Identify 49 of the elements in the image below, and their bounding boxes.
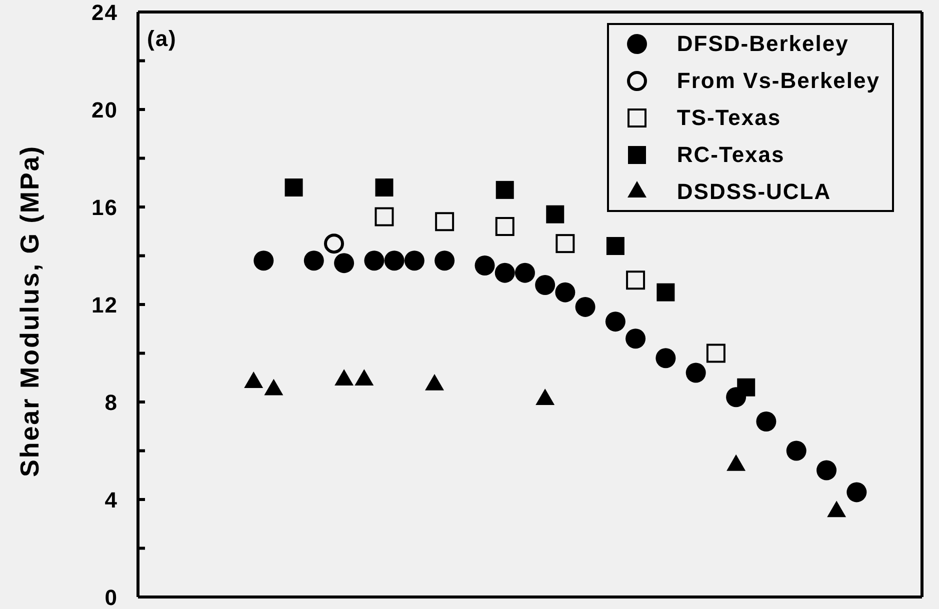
y-tick-label: 16 (92, 194, 118, 220)
point (656, 283, 675, 302)
point (494, 262, 515, 283)
y-tick-label: 12 (92, 292, 118, 318)
point (575, 296, 596, 317)
point (756, 412, 776, 432)
point (434, 250, 455, 271)
legend-label: From Vs-Berkeley (676, 68, 880, 94)
point (555, 282, 576, 302)
point (606, 237, 624, 255)
point (535, 275, 556, 295)
point (546, 205, 564, 224)
y-tick-label: 24 (92, 0, 118, 25)
point (626, 270, 646, 290)
point (496, 180, 514, 199)
y-tick-label: 20 (92, 97, 118, 122)
y-tick-label: 8 (104, 390, 118, 415)
point (656, 348, 676, 368)
point (846, 482, 867, 502)
point (686, 362, 706, 383)
point (786, 440, 806, 461)
y-tick-label: 4 (104, 487, 118, 512)
point (404, 250, 424, 271)
point (324, 234, 344, 254)
point (254, 250, 274, 271)
point (435, 212, 454, 232)
point (556, 234, 575, 254)
point (304, 250, 324, 271)
legend-label: TS-Texas (676, 104, 782, 130)
legend-label: DSDSS-UCLA (676, 178, 832, 204)
annotation: (a) (147, 26, 177, 52)
point (384, 250, 404, 271)
point (284, 178, 303, 196)
legend-label: DFSD-Berkeley (676, 30, 849, 56)
point (375, 178, 394, 196)
point (816, 460, 837, 480)
y-tick-label: 0 (104, 584, 118, 609)
point (626, 328, 646, 349)
point (364, 250, 384, 271)
point (474, 256, 495, 276)
legend-label: RC-Texas (676, 142, 785, 168)
point (495, 217, 514, 236)
point (737, 378, 756, 396)
point (605, 312, 626, 332)
point (514, 262, 535, 283)
point (706, 344, 726, 363)
point (374, 207, 394, 226)
point (334, 253, 354, 274)
y-axis-title: Shear Modulus, G (MPa) (14, 144, 46, 477)
